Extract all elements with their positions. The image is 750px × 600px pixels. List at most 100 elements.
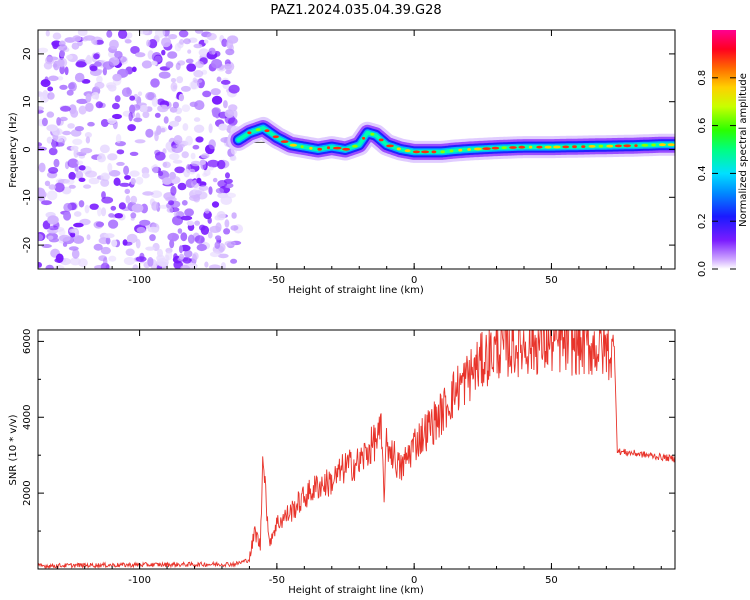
noise-blob bbox=[73, 148, 79, 158]
noise-blob bbox=[70, 145, 79, 151]
ridge-peak bbox=[667, 143, 675, 147]
noise-blob bbox=[187, 49, 192, 54]
ridge-peak bbox=[247, 131, 252, 135]
noise-blob bbox=[134, 139, 146, 144]
ridge-peak bbox=[572, 145, 577, 149]
noise-blob bbox=[158, 71, 171, 79]
noise-blob bbox=[149, 234, 156, 242]
noise-blob bbox=[78, 165, 86, 171]
noise-blob bbox=[177, 182, 187, 191]
noise-blob bbox=[173, 253, 178, 261]
noise-blob bbox=[130, 195, 138, 204]
noise-blob bbox=[73, 222, 84, 228]
spectrogram-y-label: Frequency (Hz) bbox=[8, 112, 19, 188]
noise-blob bbox=[166, 207, 174, 213]
noise-blob bbox=[145, 128, 154, 138]
noise-blob bbox=[162, 161, 171, 169]
noise-blob bbox=[66, 54, 73, 60]
ridge-peak bbox=[544, 145, 552, 149]
noise-blob bbox=[200, 153, 210, 159]
noise-blob bbox=[208, 166, 214, 171]
noise-blob bbox=[186, 63, 197, 72]
ridge-peak bbox=[482, 147, 491, 151]
ridge-peak bbox=[309, 146, 313, 150]
colorbar-tick-label: 0.4 bbox=[697, 165, 708, 181]
noise-blob bbox=[102, 174, 110, 180]
noise-blob bbox=[122, 241, 133, 246]
noise-blob bbox=[85, 170, 97, 178]
colorbar-tick-label: 0.0 bbox=[697, 261, 708, 277]
noise-blob bbox=[182, 257, 192, 264]
spectrogram-x-label: Height of straight line (km) bbox=[288, 285, 424, 296]
noise-blob bbox=[180, 85, 191, 92]
snr-plot-area bbox=[38, 330, 675, 569]
noise-blob bbox=[208, 186, 213, 195]
noise-blob bbox=[174, 166, 186, 174]
noise-blob bbox=[75, 61, 87, 68]
noise-blob bbox=[173, 211, 178, 217]
noise-blob bbox=[142, 111, 150, 119]
noise-blob bbox=[195, 136, 204, 143]
noise-blob bbox=[94, 81, 105, 89]
noise-blob bbox=[209, 251, 220, 258]
noise-blob bbox=[175, 62, 181, 71]
noise-blob bbox=[47, 235, 54, 240]
ridge-peak bbox=[553, 145, 561, 149]
ridge-peak bbox=[332, 146, 342, 150]
y-tick-label: -10 bbox=[22, 189, 33, 205]
colorbar-label: Normalized spectral amplitude bbox=[738, 73, 749, 227]
noise-blob bbox=[161, 104, 168, 110]
noise-blob bbox=[71, 42, 80, 50]
noise-blob bbox=[154, 30, 166, 38]
noise-blob bbox=[191, 253, 197, 264]
noise-blob bbox=[139, 104, 148, 113]
noise-blob bbox=[152, 164, 159, 174]
noise-blob bbox=[216, 211, 226, 221]
noise-blob bbox=[47, 92, 55, 100]
noise-blob bbox=[45, 56, 55, 65]
noise-blob bbox=[192, 144, 200, 150]
noise-blob bbox=[198, 185, 209, 192]
noise-blob bbox=[78, 105, 87, 115]
ridge-peak bbox=[352, 144, 358, 148]
noise-blob bbox=[58, 44, 68, 52]
noise-blob bbox=[44, 180, 51, 187]
noise-blob bbox=[139, 252, 145, 261]
ridge-peak bbox=[509, 146, 517, 149]
noise-blob bbox=[163, 116, 169, 124]
x-tick-label: -100 bbox=[128, 575, 151, 586]
noise-blob bbox=[39, 93, 50, 103]
y-tick-label: 10 bbox=[22, 95, 33, 108]
noise-blob bbox=[211, 107, 221, 115]
noise-blob bbox=[96, 75, 103, 84]
noise-blob bbox=[102, 61, 114, 70]
noise-blob bbox=[179, 39, 185, 45]
noise-blob bbox=[71, 249, 80, 259]
noise-blob bbox=[137, 91, 143, 96]
noise-blob bbox=[93, 39, 98, 45]
noise-blob bbox=[178, 253, 185, 260]
noise-blob bbox=[64, 178, 75, 185]
noise-blob bbox=[108, 219, 119, 229]
noise-blob bbox=[206, 32, 217, 41]
noise-blob bbox=[38, 233, 44, 242]
ridge-peak bbox=[467, 148, 471, 151]
noise-blob bbox=[48, 184, 57, 190]
noise-blob bbox=[170, 82, 178, 92]
noise-blob bbox=[59, 50, 66, 58]
ridge-peak bbox=[404, 149, 411, 153]
noise-blob bbox=[70, 232, 76, 238]
noise-blob bbox=[185, 58, 194, 64]
noise-blob bbox=[76, 160, 84, 166]
noise-blob bbox=[123, 165, 130, 176]
noise-blob bbox=[47, 215, 59, 225]
noise-blob bbox=[85, 136, 91, 144]
noise-blob bbox=[165, 141, 173, 151]
noise-blob bbox=[46, 136, 53, 144]
ridge-peak bbox=[289, 143, 298, 147]
noise-blob bbox=[160, 127, 166, 133]
noise-blob bbox=[178, 30, 189, 38]
noise-blob bbox=[217, 192, 229, 199]
noise-blob bbox=[185, 135, 193, 146]
